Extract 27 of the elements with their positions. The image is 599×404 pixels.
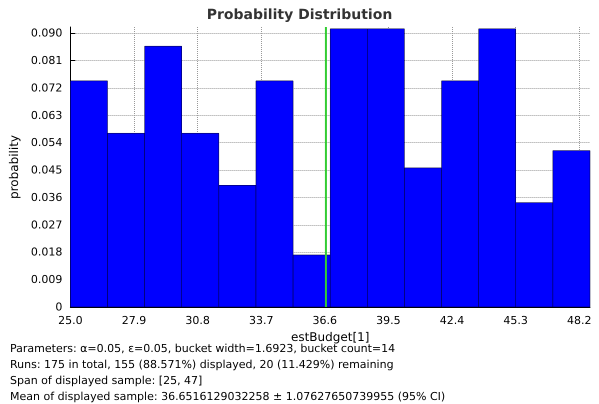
text: Runs: 175 in total, 155 (88.571%) displayed, 20 (11.429%) remaining: [10, 358, 394, 371]
y-tick-label: 0.009: [30, 273, 62, 286]
y-tick-label: 0.018: [30, 246, 62, 259]
x-tick-label: 36.6: [312, 314, 338, 327]
y-tick-label: 0.063: [30, 108, 62, 122]
x-tick-label: 48.2: [566, 314, 592, 327]
y-tick-label: 0.072: [30, 81, 62, 94]
x-tick-label: 30.8: [185, 314, 210, 327]
x-tick-label: 45.3: [503, 314, 528, 327]
text: Parameters: α=0.05, ε=0.05, bucket width=1.6923, bucket count=14: [10, 342, 396, 355]
y-tick-label: 0.081: [30, 54, 62, 67]
y-tick-label: 0.045: [30, 164, 62, 177]
x-tick-label: 33.7: [248, 314, 274, 327]
y-tick-label: 0.090: [30, 26, 62, 40]
x-tick-label: 27.9: [122, 314, 146, 327]
chart-title: Probability Distribution: [206, 7, 392, 23]
y-tick-label: 0.027: [30, 218, 62, 232]
text: Mean of displayed sample: 36.6516129032258 ± 1.07627650739955 (95% CI): [10, 390, 446, 403]
x-tick-label: 42.4: [440, 314, 464, 327]
x-tick-label: 25.0: [58, 314, 83, 327]
y-tick-label: 0.036: [30, 190, 62, 204]
x-axis-title: estBudget[1]: [290, 330, 370, 344]
text: Span of displayed sample: [25, 47]: [10, 374, 202, 387]
x-tick-label: 39.5: [376, 314, 401, 327]
y-axis-title: probability: [7, 134, 21, 200]
y-tick-label: 0.054: [30, 136, 62, 150]
y-tick-label: 0: [55, 300, 62, 314]
